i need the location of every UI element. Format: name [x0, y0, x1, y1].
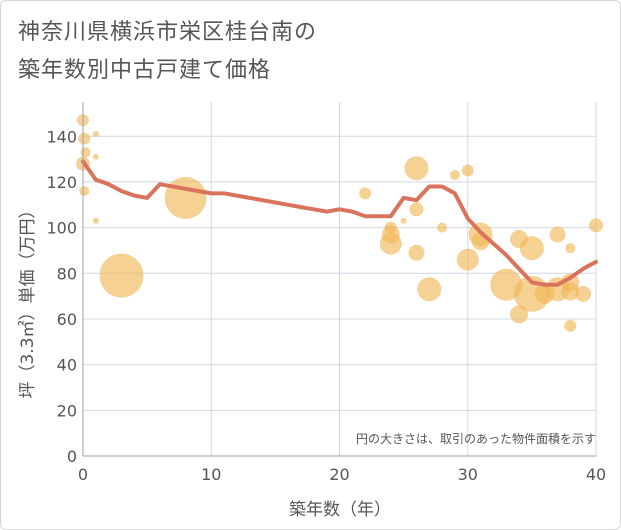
x-tick-label: 20 — [329, 465, 349, 484]
y-tick-label: 40 — [57, 356, 77, 375]
data-point — [92, 130, 99, 137]
data-point — [437, 222, 448, 233]
data-point — [359, 187, 372, 200]
y-tick-label: 120 — [46, 173, 77, 192]
axes: 0 20 40 60 80 100 120 140 0 10 20 30 40 — [46, 102, 606, 484]
data-point — [471, 232, 490, 251]
data-point — [400, 217, 407, 224]
data-point — [164, 176, 207, 219]
y-axis-label: 坪（3.3㎡）単価（万円） — [18, 201, 38, 398]
y-tick-label: 60 — [57, 310, 77, 329]
data-point — [79, 186, 90, 197]
data-point — [564, 319, 577, 332]
chart-title-line1: 神奈川県横浜市栄区桂台南の — [18, 20, 318, 45]
x-tick-label: 10 — [201, 465, 221, 484]
y-tick-label: 80 — [57, 264, 77, 283]
data-point — [379, 232, 402, 255]
data-point — [99, 253, 144, 298]
data-point — [384, 221, 397, 234]
data-point — [92, 153, 99, 160]
y-tick-label: 140 — [46, 127, 77, 146]
data-point — [449, 170, 460, 181]
data-point — [78, 132, 91, 145]
size-annotation: 円の大きさは、取引のあった物件面積を示す — [356, 431, 596, 446]
y-tick-label: 100 — [46, 219, 77, 238]
data-point — [575, 285, 592, 302]
data-point — [408, 244, 425, 261]
grid-lines — [83, 102, 597, 456]
data-point — [510, 305, 529, 324]
data-point — [456, 248, 479, 271]
y-tick-label: 20 — [57, 401, 77, 420]
data-point — [92, 217, 99, 224]
data-point — [409, 202, 424, 217]
y-tick-label: 0 — [67, 447, 77, 466]
x-tick-label: 40 — [586, 465, 606, 484]
chart-title-line2: 築年数別中古戸建て価格 — [18, 58, 272, 83]
x-tick-label: 0 — [78, 465, 88, 484]
data-point — [519, 236, 544, 261]
average-price-line — [81, 159, 598, 287]
data-point — [589, 218, 603, 233]
data-point — [80, 147, 91, 158]
data-point — [417, 277, 442, 302]
average-line-series — [81, 159, 598, 287]
data-point — [561, 282, 580, 301]
data-point — [404, 156, 429, 181]
data-point — [549, 226, 566, 243]
data-point — [461, 164, 474, 177]
data-point — [565, 243, 576, 254]
x-axis-label: 築年数（年） — [289, 500, 391, 520]
x-tick-label: 30 — [458, 465, 478, 484]
